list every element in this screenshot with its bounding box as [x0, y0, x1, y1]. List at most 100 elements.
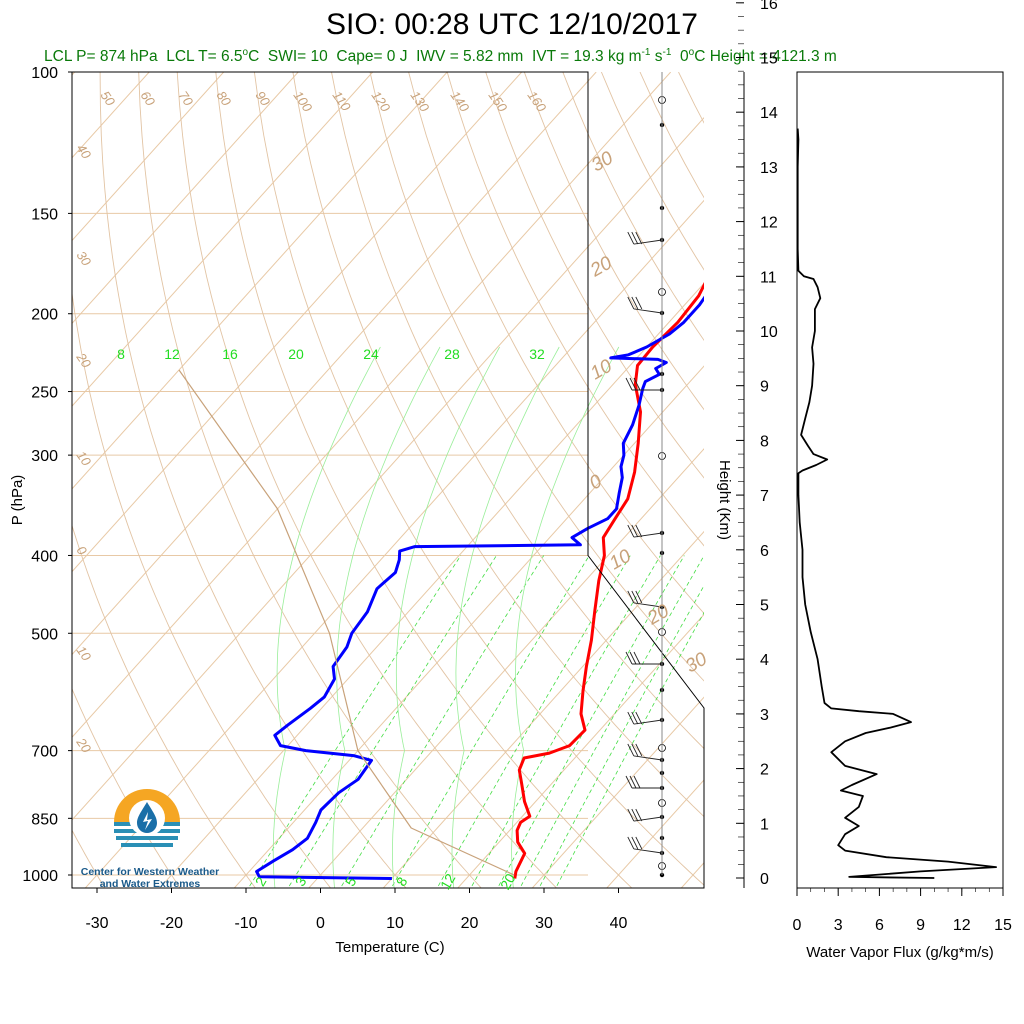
- water-vapor-flux-plot: [797, 128, 997, 879]
- mixing-ratio-label: 20: [288, 346, 304, 362]
- dry-adiabat-label: 150: [486, 88, 511, 115]
- wind-barb-feather: [633, 651, 641, 665]
- logo-caption: Center for Western Weather and Water Ext…: [70, 866, 230, 890]
- dry-adiabat-label: 90: [253, 88, 274, 109]
- cape-value: Cape= 0 J: [336, 48, 408, 66]
- dry-adiabat-label: 160: [525, 88, 550, 115]
- isotherm: [72, 72, 225, 242]
- isotherm: [382, 530, 704, 888]
- wind-barb-feather: [627, 524, 635, 538]
- wind-barb-feather: [635, 808, 643, 822]
- wind-barb-feather: [635, 836, 643, 850]
- wind-barb-shaft: [633, 848, 663, 854]
- height-tick-label: 14: [760, 105, 778, 122]
- lcl-pressure: LCL P= 874 hPa: [44, 48, 158, 66]
- height-tick-label: 13: [760, 160, 778, 177]
- wind-barb-shaft: [633, 602, 663, 608]
- height-tick-label: 7: [760, 488, 769, 505]
- wind-barb-feather: [627, 231, 635, 245]
- isotherm-label: 10: [606, 545, 635, 574]
- mixing-ratio-label: 28: [444, 346, 460, 362]
- wind-barb-feather: [635, 590, 643, 604]
- wind-barb-feather: [625, 377, 633, 391]
- iwv-value: IWV = 5.82 mm: [416, 48, 524, 66]
- height-tick-label: 0: [760, 871, 769, 888]
- isotherm: [72, 72, 672, 738]
- mixing-ratio-line: [287, 555, 497, 888]
- y-tick-label: 100: [31, 65, 58, 82]
- wind-barb-shaft: [633, 755, 663, 761]
- wind-barb-feather: [625, 775, 633, 789]
- dry-adiabat-label: 120: [369, 88, 394, 115]
- wind-barb-feather: [635, 743, 643, 757]
- flux-x-tick-label: 9: [916, 917, 925, 934]
- wind-barb-feather: [625, 651, 633, 665]
- profile-lines: [178, 281, 704, 880]
- mixing-ratio-label: 12: [164, 346, 180, 362]
- height-tick-label: 10: [760, 324, 778, 341]
- height-tick-label: 16: [760, 0, 778, 13]
- dry-adiabat: [756, 72, 1024, 892]
- dry-adiabat-label: 10: [74, 643, 95, 664]
- dry-adiabat: [72, 687, 181, 888]
- y-tick-label: 700: [31, 744, 58, 761]
- isotherm: [72, 72, 448, 490]
- parcel-line: [178, 369, 515, 876]
- dry-adiabat-label: 30: [74, 248, 95, 269]
- dry-adiabat-label: 40: [74, 141, 95, 162]
- mixing-ratio-line: [340, 555, 545, 888]
- flux-x-tick-label: 3: [834, 917, 843, 934]
- x-tick-label: 20: [461, 915, 479, 932]
- dry-adiabat: [369, 72, 704, 682]
- wind-barb-feather: [631, 590, 639, 604]
- height-tick-label: 6: [760, 543, 769, 560]
- moist-adiabat: [272, 346, 381, 888]
- wind-barb-feather: [627, 808, 635, 822]
- dry-adiabat: [949, 72, 1024, 892]
- height-tick-label: 11: [760, 269, 777, 286]
- x-tick-label: -20: [160, 915, 183, 932]
- y-tick-label: 400: [31, 548, 58, 565]
- isotherm: [84, 199, 704, 888]
- logo-water-stripe-3: [116, 836, 178, 840]
- mixing-ratio-label: 32: [529, 346, 545, 362]
- height-tick-label: 2: [760, 762, 769, 779]
- height-tick-label: 3: [760, 707, 769, 724]
- dry-adiabat-label: 10: [74, 448, 95, 469]
- x-tick-label: 30: [535, 915, 553, 932]
- moist-adiabat: [392, 346, 500, 888]
- flux-x-tick-label: 15: [994, 917, 1012, 934]
- isotherm: [531, 696, 704, 888]
- x-tick-label: 40: [610, 915, 628, 932]
- isotherm-label: 30: [588, 147, 617, 176]
- dry-adiabat: [99, 72, 407, 888]
- dry-adiabat: [72, 829, 106, 888]
- isotherm: [457, 613, 704, 888]
- mixing-ratio-label: 12: [437, 871, 459, 893]
- height-tick-label: 5: [760, 598, 769, 615]
- dry-adiabat: [871, 72, 1024, 892]
- plot-frames: [68, 2, 1004, 896]
- dry-adiabat: [600, 72, 704, 271]
- isotherm: [606, 779, 704, 888]
- wind-barb-feather: [633, 377, 641, 391]
- lcl-temperature: LCL T= 6.5: [166, 48, 243, 66]
- x-tick-label: 0: [316, 915, 325, 932]
- mixing-ratio-label: 20: [497, 871, 519, 893]
- water-vapor-flux-line: [797, 128, 997, 879]
- dry-adiabat: [292, 72, 704, 818]
- cw3e-logo: [114, 789, 180, 847]
- moist-adiabat: [511, 346, 620, 888]
- sounding-parameters: LCL P= 874 hPa LCL T= 6.5oC SWI= 10 Cape…: [44, 47, 837, 66]
- mixing-ratio-label: 5: [342, 874, 360, 889]
- dry-adiabat: [987, 72, 1024, 892]
- moist-adiabat: [332, 346, 441, 888]
- dry-adiabat-label: 110: [330, 88, 355, 114]
- isotherm: [308, 448, 704, 888]
- mixing-ratio-line: [519, 555, 704, 888]
- dry-adiabat: [176, 72, 558, 888]
- mixing-ratio-line: [470, 555, 661, 888]
- flux-plot-frame: [796, 71, 1004, 889]
- wind-barb-shaft: [633, 532, 663, 538]
